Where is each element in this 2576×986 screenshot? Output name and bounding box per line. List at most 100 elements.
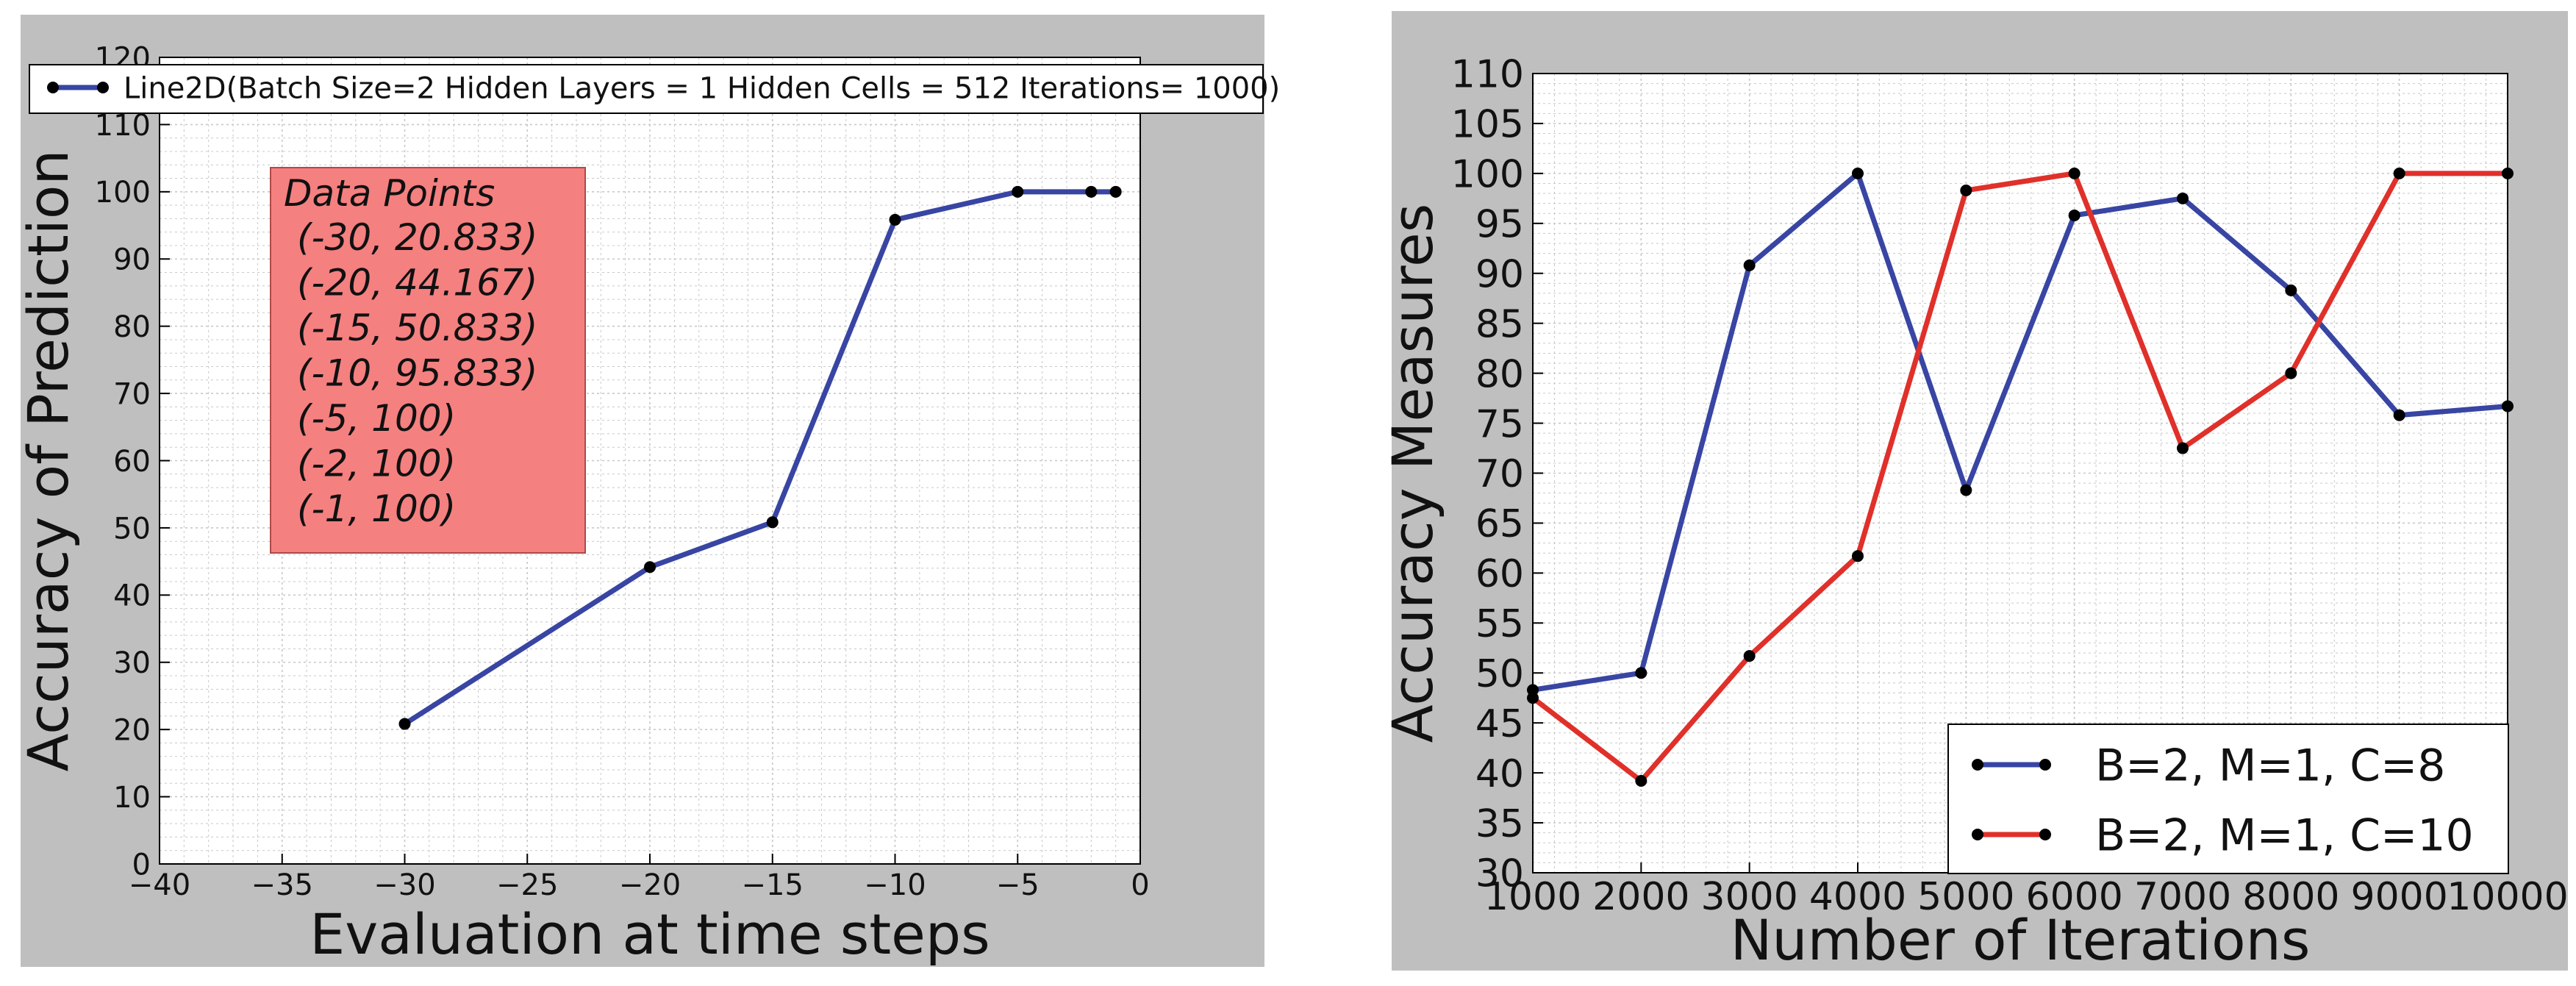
y-tick-label: 110	[95, 109, 151, 143]
data-point-marker	[2393, 409, 2405, 421]
y-axis-label: Accuracy Measures	[1380, 204, 1445, 743]
y-tick-label: 90	[1475, 252, 1524, 296]
data-point-marker	[644, 561, 656, 574]
y-tick-label: 10	[113, 781, 151, 815]
data-point-marker	[889, 213, 901, 226]
y-tick-label: 100	[1451, 153, 1524, 197]
annotation-data-point: (-20, 44.167)	[297, 262, 537, 304]
y-tick-label: 70	[1475, 452, 1524, 496]
y-tick-label: 50	[1475, 652, 1524, 696]
legend-entry-label: B=2, M=1, C=10	[2095, 810, 2474, 862]
legend-swatch-marker	[97, 82, 109, 93]
y-tick-label: 50	[113, 512, 151, 546]
x-tick-label: 7000	[2134, 875, 2231, 919]
legend-swatch-marker	[1972, 829, 1983, 840]
data-point-marker	[2068, 209, 2081, 221]
legend-swatch-marker	[2039, 759, 2051, 771]
data-point-marker	[1085, 185, 1098, 198]
x-tick-label: 3000	[1700, 875, 1797, 919]
annotation-data-point: (-15, 50.833)	[297, 307, 537, 349]
x-axis-label: Evaluation at time steps	[310, 901, 990, 967]
y-tick-label: 60	[1475, 552, 1524, 596]
x-tick-label: −10	[864, 868, 926, 902]
annotation-data-point: (-1, 100)	[297, 487, 456, 530]
data-point-marker	[2285, 284, 2297, 296]
data-point-marker	[398, 718, 411, 730]
data-point-marker	[1743, 650, 1756, 662]
y-tick-label: 95	[1475, 203, 1524, 247]
y-tick-label: 85	[1475, 302, 1524, 346]
x-tick-label: −15	[742, 868, 804, 902]
x-tick-label: 0	[1131, 868, 1149, 902]
y-tick-label: 45	[1475, 702, 1524, 746]
data-point-marker	[1012, 185, 1024, 198]
y-tick-label: 105	[1451, 103, 1524, 147]
data-point-marker	[1960, 184, 1972, 196]
x-axis-label: Number of Iterations	[1731, 907, 2311, 973]
legend-entry-label: B=2, M=1, C=8	[2095, 740, 2445, 792]
x-tick-label: 1000	[1484, 875, 1581, 919]
x-tick-label: −25	[496, 868, 558, 902]
legend-swatch-marker	[2039, 829, 2051, 840]
data-point-marker	[1852, 550, 1864, 562]
y-tick-label: 35	[1475, 802, 1524, 846]
x-tick-label: 2000	[1592, 875, 1689, 919]
y-tick-label: 100	[95, 176, 151, 210]
annotation-title: Data Points	[284, 172, 495, 215]
y-tick-label: 55	[1475, 602, 1524, 646]
data-point-marker	[1960, 484, 1972, 496]
x-tick-label: 4000	[1809, 875, 1906, 919]
series-line	[1531, 171, 2508, 784]
y-tick-label: 90	[113, 243, 151, 277]
y-tick-label: 70	[113, 377, 151, 411]
data-point-marker	[1743, 259, 1756, 271]
x-tick-label: 5000	[1917, 875, 2014, 919]
chart-accuracy-of-prediction: Data Points(-30, 20.833)(-20, 44.167)(-1…	[15, 15, 1280, 967]
x-tick-label: 10000	[2447, 875, 2568, 919]
x-tick-label: −20	[619, 868, 681, 902]
data-point-marker	[1635, 774, 1647, 787]
data-point-marker	[2393, 167, 2405, 179]
y-tick-label: 20	[113, 714, 151, 748]
annotation-data-point: (-2, 100)	[297, 443, 456, 485]
legend-swatch-marker	[1972, 759, 1983, 771]
y-tick-label: 80	[1475, 352, 1524, 396]
x-tick-label: 9000	[2350, 875, 2447, 919]
y-tick-label: 40	[1475, 752, 1524, 796]
y-tick-label: 65	[1475, 502, 1524, 546]
x-tick-label: −5	[996, 868, 1040, 902]
data-point-marker	[1852, 167, 1864, 179]
data-point-marker	[2177, 442, 2189, 454]
x-tick-label: −35	[251, 868, 313, 902]
legend-box	[29, 64, 1264, 114]
legend-box	[1947, 724, 2509, 874]
y-tick-label: 30	[113, 646, 151, 680]
legend-entry-label: Line2D(Batch Size=2 Hidden Layers = 1 Hi…	[124, 71, 1280, 105]
x-tick-label: −30	[373, 868, 435, 902]
x-tick-label: 6000	[2025, 875, 2122, 919]
y-tick-label: 0	[132, 848, 151, 882]
y-tick-label: 110	[1451, 53, 1524, 97]
y-tick-label: 40	[113, 579, 151, 613]
data-point-marker	[2177, 192, 2189, 204]
series-line	[1532, 171, 2508, 693]
y-tick-label: 75	[1475, 402, 1524, 446]
data-point-marker	[2068, 167, 2081, 179]
x-tick-label: −40	[129, 868, 190, 902]
y-tick-label: 80	[113, 310, 151, 344]
data-point-marker	[2285, 367, 2297, 379]
legend-swatch-marker	[47, 82, 59, 93]
y-tick-label: 60	[113, 445, 151, 479]
annotation-data-point: (-30, 20.833)	[297, 216, 537, 259]
data-point-marker	[1635, 667, 1647, 679]
annotation-box	[270, 167, 586, 554]
chart-accuracy-measures: 1000 2000 3000 4000 5000 6000 7000 8000 90001000…	[1380, 11, 2569, 973]
annotation-data-point: (-10, 95.833)	[297, 352, 537, 395]
y-tick-label: 30	[1475, 852, 1524, 896]
data-point-marker	[766, 516, 779, 529]
x-tick-label: 8000	[2242, 875, 2339, 919]
data-point-marker	[1109, 185, 1122, 198]
y-axis-label: Accuracy of Prediction	[15, 149, 81, 771]
annotation-data-point: (-5, 100)	[297, 397, 456, 440]
